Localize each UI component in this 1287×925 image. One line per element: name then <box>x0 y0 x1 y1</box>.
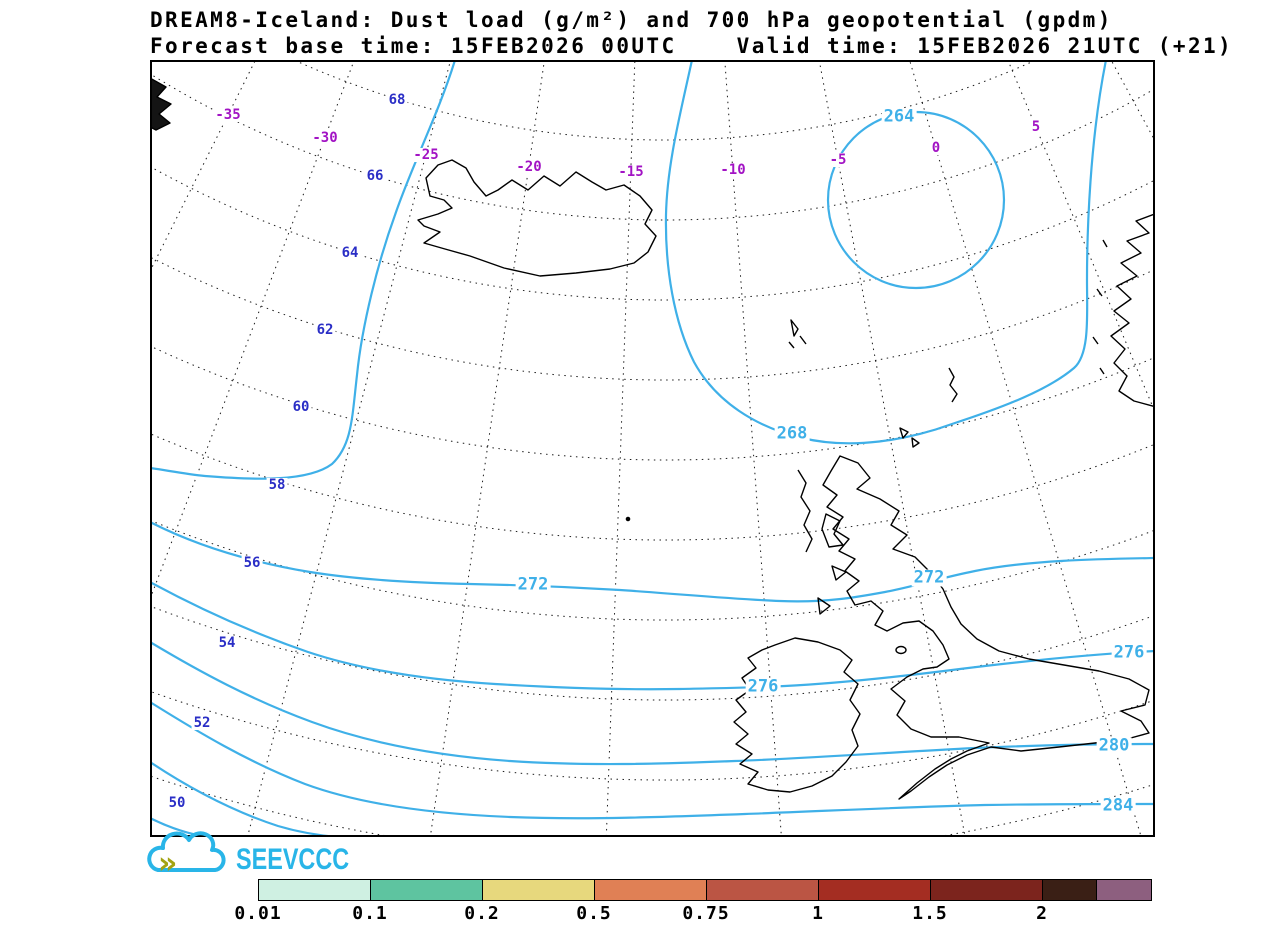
legend-color-swatch <box>371 880 483 900</box>
coast-isle-of-man <box>895 645 907 655</box>
contour-268-west <box>152 62 456 480</box>
legend-color-swatch <box>1097 880 1151 900</box>
legend-color-swatch <box>483 880 595 900</box>
legend-color-swatch <box>707 880 819 900</box>
graticule-meridians <box>152 62 1153 836</box>
contour-label: 264 <box>881 106 917 127</box>
contour-label: 280 <box>1096 735 1132 756</box>
lon-label: -30 <box>310 130 340 146</box>
legend-tick-label: 0.01 <box>234 903 282 924</box>
legend-tick-label: 0.1 <box>352 903 388 924</box>
coast-norway-islands <box>1092 239 1108 375</box>
lat-label: 60 <box>290 399 312 415</box>
geopotential-contours <box>152 62 1153 836</box>
map-border <box>150 60 1155 837</box>
coast-faroes <box>788 319 807 349</box>
logo-text: SEEVCCC <box>236 843 350 876</box>
coast-orkney <box>899 427 920 448</box>
lon-label: -20 <box>514 159 544 175</box>
contour-280 <box>152 641 1153 766</box>
lat-label: 62 <box>314 322 336 338</box>
lat-label: 52 <box>191 715 213 731</box>
legend-tick-label: 0.2 <box>464 903 500 924</box>
lat-label: 66 <box>364 168 386 184</box>
legend-color-swatch <box>931 880 1043 900</box>
lat-label: 50 <box>166 795 188 811</box>
lon-label: -35 <box>213 107 243 123</box>
lat-label: 64 <box>339 245 361 261</box>
coast-norway <box>1110 213 1153 407</box>
lon-label: 0 <box>929 140 943 156</box>
legend-tick-label: 1.5 <box>912 903 948 924</box>
legend-bar <box>258 879 1152 901</box>
contour-label: 272 <box>515 574 551 595</box>
legend-color-swatch <box>819 880 931 900</box>
coast-skye <box>821 513 844 548</box>
map-title-line2: Forecast base time: 15FEB2026 00UTC Vali… <box>150 34 1234 58</box>
contour-272 <box>152 521 1153 603</box>
contour-label: 276 <box>1111 642 1147 663</box>
contour-label: 276 <box>745 676 781 697</box>
coast-iceland <box>417 159 657 277</box>
coast-shetland <box>948 367 958 403</box>
contour-276 <box>152 581 1153 691</box>
lat-label: 68 <box>386 92 408 108</box>
coastlines <box>152 78 1153 800</box>
legend-tick-label: 1 <box>812 903 824 924</box>
legend-color-swatch <box>1043 880 1097 900</box>
coast-rockall <box>625 516 631 522</box>
coast-great-britain <box>822 455 1150 800</box>
contour-264 <box>826 110 1006 290</box>
legend-ticks: 0.01 0.1 0.2 0.5 0.75 1 1.5 2 <box>234 903 1158 925</box>
coast-hebrides <box>797 469 813 553</box>
lon-label: -25 <box>411 147 441 163</box>
lat-label: 56 <box>241 555 263 571</box>
coast-mull <box>831 565 847 581</box>
lon-label: 5 <box>1029 119 1043 135</box>
svg-text:»: » <box>158 846 177 881</box>
contour-268 <box>664 62 1107 445</box>
map-title-line1: DREAM8-Iceland: Dust load (g/m²) and 700… <box>150 8 1113 32</box>
lat-label: 58 <box>266 477 288 493</box>
contour-label: 268 <box>774 423 810 444</box>
lat-label: 54 <box>216 635 238 651</box>
coast-greenland <box>152 78 172 131</box>
contour-label: 284 <box>1100 795 1136 816</box>
contour-292 <box>152 817 209 836</box>
legend-tick-label: 2 <box>1036 903 1048 924</box>
contour-label: 272 <box>911 567 947 588</box>
logo: SEEVCCC <box>148 838 408 880</box>
lon-label: -5 <box>827 152 849 168</box>
coast-islay <box>817 597 831 615</box>
contour-284 <box>152 701 1153 820</box>
legend-tick-label: 0.75 <box>682 903 730 924</box>
legend-tick-label: 0.5 <box>576 903 612 924</box>
graticule-parallels <box>152 62 1153 836</box>
legend-color-swatch <box>595 880 707 900</box>
coast-ireland <box>733 637 861 793</box>
logo-cloud-icon: » <box>147 831 226 881</box>
legend-color-swatch <box>259 880 371 900</box>
lon-label: -10 <box>718 162 748 178</box>
lon-label: -15 <box>616 164 646 180</box>
